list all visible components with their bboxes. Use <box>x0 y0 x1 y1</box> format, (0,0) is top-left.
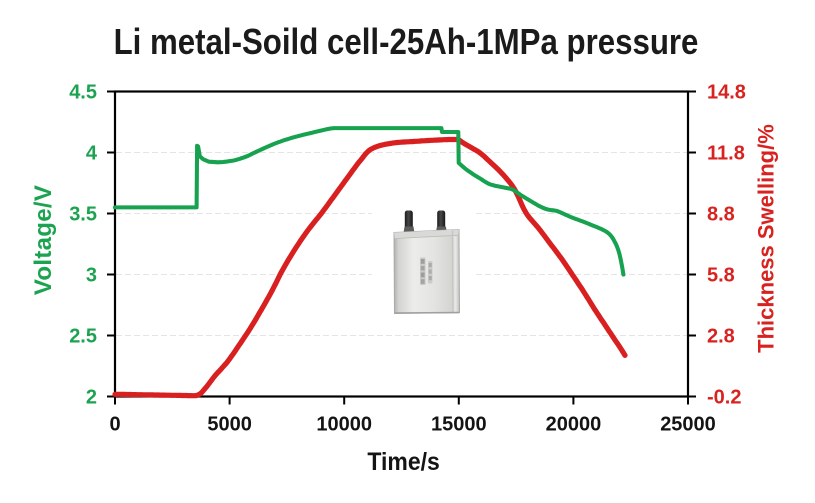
svg-text:11.8: 11.8 <box>707 143 745 165</box>
svg-text:2.5: 2.5 <box>69 326 97 348</box>
svg-text:5000: 5000 <box>207 414 252 436</box>
svg-text:25000: 25000 <box>660 414 716 436</box>
svg-text:4: 4 <box>86 143 98 165</box>
svg-text:3: 3 <box>86 265 97 287</box>
svg-text:5.8: 5.8 <box>707 265 735 287</box>
svg-text:3.5: 3.5 <box>69 204 97 226</box>
svg-text:Voltage/V: Voltage/V <box>30 185 57 295</box>
svg-text:20000: 20000 <box>546 414 602 436</box>
svg-text:10000: 10000 <box>316 414 372 436</box>
svg-text:8.8: 8.8 <box>707 204 735 226</box>
svg-text:-0.2: -0.2 <box>707 387 741 409</box>
svg-text:15000: 15000 <box>431 414 487 436</box>
svg-text:Thickness Swelling/%: Thickness Swelling/% <box>754 124 779 353</box>
svg-text:Li metal-Soild cell-25Ah-1MPa: Li metal-Soild cell-25Ah-1MPa pressure <box>114 22 699 63</box>
svg-text:2: 2 <box>86 387 97 409</box>
svg-text:4.5: 4.5 <box>69 82 97 104</box>
svg-text:Time/s: Time/s <box>367 448 439 476</box>
svg-text:14.8: 14.8 <box>707 82 746 104</box>
svg-text:0: 0 <box>109 414 120 436</box>
svg-text:2.8: 2.8 <box>707 326 735 348</box>
